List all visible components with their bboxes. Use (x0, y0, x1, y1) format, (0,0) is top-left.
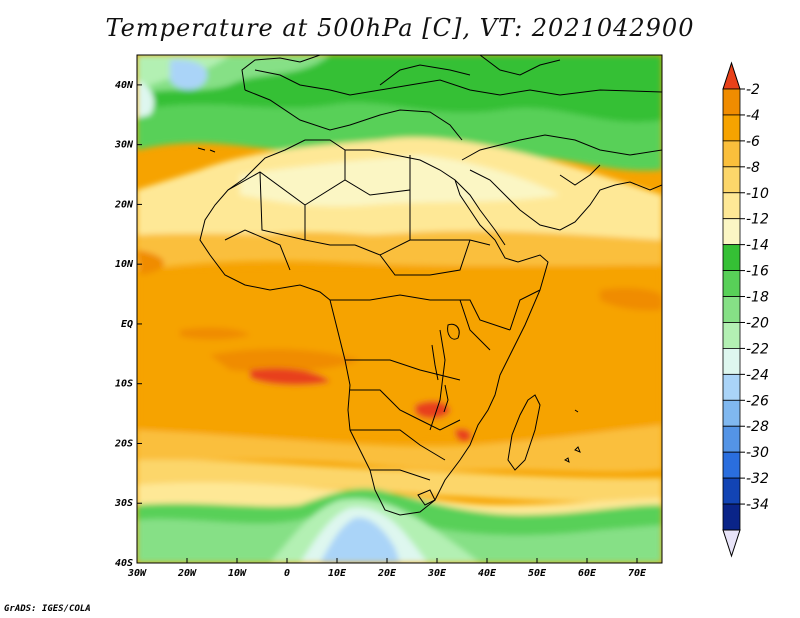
x-tick-label: 50E (528, 568, 547, 579)
x-tick-label: 30E (427, 568, 447, 579)
colorbar-label: -20 (746, 315, 769, 331)
y-tick-label: EQ (121, 319, 133, 330)
colorbar-swatch (722, 114, 741, 142)
colorbar-swatch (722, 88, 741, 116)
colorbar-swatch (722, 296, 741, 323)
colorbar-label: -14 (746, 238, 769, 254)
x-tick-label: 10E (328, 568, 347, 579)
colorbar-swatch (722, 218, 741, 246)
x-tick-label: 60E (578, 568, 597, 579)
x-tick-label: 70E (628, 568, 647, 579)
y-tick-label: 40N (115, 80, 134, 91)
x-tick-label: 40E (478, 568, 497, 579)
x-tick-label: 20W (177, 568, 197, 579)
y-tick-label: 40S (115, 558, 133, 569)
colorbar-label: -26 (746, 393, 769, 409)
colorbar-label: -6 (746, 134, 760, 150)
x-tick-label: 30W (127, 568, 147, 579)
colorbar-swatch (722, 348, 741, 375)
map-title: Temperature at 500hPa [C], VT: 202104290… (105, 14, 695, 42)
colorbar-label: -12 (746, 212, 769, 228)
colorbar-label: -10 (746, 186, 769, 202)
colorbar: -2 -4 -6 -8 -10 -12 -14 -16 -18 -20 -22 -24 -26 -28 -3… (722, 61, 769, 558)
y-tick-label: 30N (114, 140, 134, 151)
colorbar-swatch (722, 373, 741, 401)
colorbar-label: -4 (746, 108, 760, 124)
y-tick-label: 20S (114, 438, 133, 449)
colorbar-label: -24 (746, 367, 769, 383)
colorbar-label: -30 (746, 445, 769, 461)
colorbar-top-arrow (722, 61, 741, 90)
colorbar-bottom-arrow (722, 529, 741, 558)
y-tick-label: 20N (114, 199, 134, 210)
colorbar-swatch (722, 503, 741, 531)
colorbar-swatch (722, 425, 741, 453)
y-tick-label: 10S (115, 379, 133, 390)
y-tick-label: 10N (115, 259, 134, 270)
colorbar-swatch (722, 322, 741, 349)
colorbar-label: -32 (746, 471, 769, 487)
colorbar-label: -28 (746, 419, 769, 435)
map-frame (136, 54, 663, 564)
colorbar-label: -16 (746, 264, 769, 280)
colorbar-swatch (722, 270, 741, 297)
colorbar-swatch (722, 399, 741, 427)
x-tick-label: 10W (228, 568, 247, 579)
colorbar-swatch (722, 477, 741, 505)
colorbar-label: -18 (746, 290, 769, 306)
y-tick-label: 30S (114, 498, 133, 509)
colorbar-swatch (722, 244, 741, 271)
colorbar-label: -2 (746, 82, 760, 98)
colorbar-label: -8 (746, 160, 760, 176)
y-axis: 40N 30N 20N 10N EQ 10S 20S 30S 40S (114, 80, 142, 569)
colorbar-label: -34 (746, 497, 769, 513)
colorbar-swatch (722, 192, 741, 220)
colorbar-swatch (722, 451, 741, 479)
colorbar-label: -22 (746, 341, 769, 357)
colorbar-swatch (722, 140, 741, 168)
x-axis: 30W 20W 10W 0 10E 20E 30E 40E 50E 60E 70E (127, 558, 647, 579)
temperature-field (137, 55, 662, 563)
footer-credit: GrADS: IGES/COLA (4, 604, 91, 614)
coastlines (197, 55, 662, 516)
colorbar-swatch (722, 166, 741, 194)
x-tick-label: 0 (284, 568, 290, 579)
x-tick-label: 20E (377, 568, 397, 579)
